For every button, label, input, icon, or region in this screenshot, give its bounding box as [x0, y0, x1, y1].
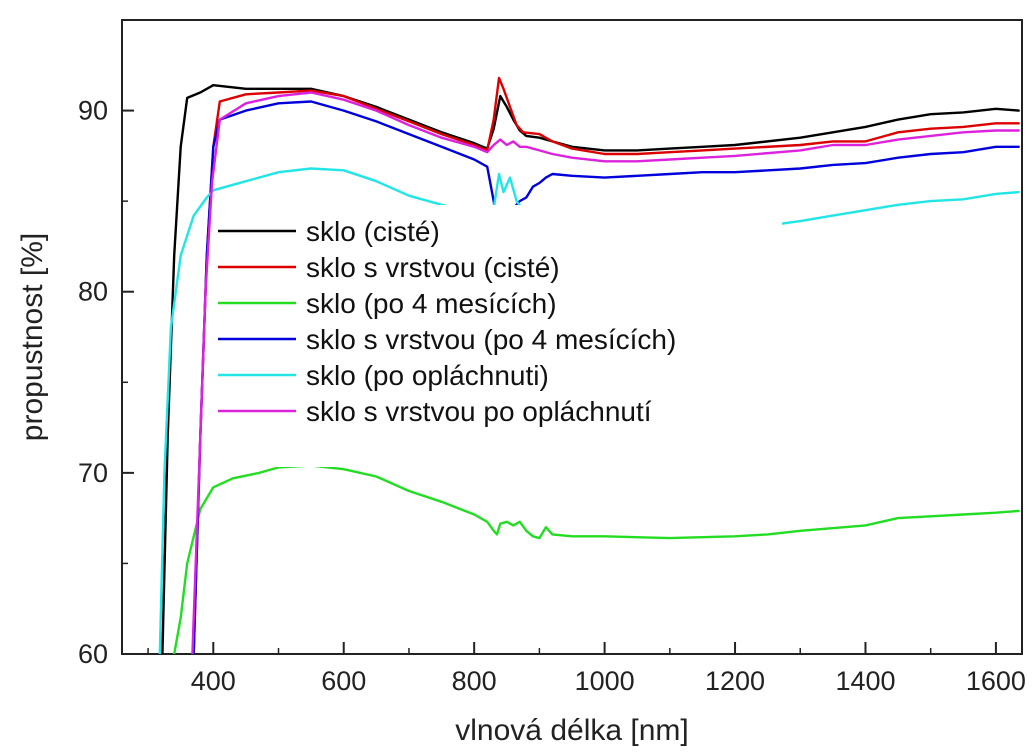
series-layer [158, 76, 1020, 654]
series-line-3 [173, 464, 1020, 654]
series-line-1 [161, 84, 1020, 654]
legend-label: sklo (po 4 mesících) [306, 288, 557, 319]
axis-ticks: 400 600 800 1000 1200 1400 1600 60 70 80 90 [78, 19, 1026, 696]
legend-label: sklo s vrstvou (cisté) [306, 252, 560, 283]
legend-label: sklo (cisté) [306, 216, 440, 247]
y-tick-label: 60 [78, 639, 108, 669]
series-line-5 [158, 167, 1020, 654]
legend-label: sklo s vrstvou (po 4 mesících) [306, 324, 676, 355]
x-tick-label: 400 [191, 666, 236, 696]
legend-label: sklo (po opláchnuti) [306, 360, 549, 391]
x-axis-label: vlnová délka [nm] [455, 714, 688, 747]
series-line-2 [192, 76, 1020, 654]
y-tick-label: 90 [78, 96, 108, 126]
y-tick-label: 70 [78, 458, 108, 488]
x-tick-label: 1400 [835, 666, 895, 696]
y-axis-label: propustnost [%] [16, 233, 49, 441]
legend-label: sklo s vrstvou po opláchnutí [306, 396, 652, 427]
legend: sklo (cisté) sklo s vrstvou (cisté) sklo (… [212, 205, 782, 467]
x-tick-label: 800 [452, 666, 497, 696]
x-tick-label: 600 [321, 666, 366, 696]
x-tick-label: 1200 [705, 666, 765, 696]
legend-background [212, 205, 782, 467]
x-tick-label: 1000 [575, 666, 635, 696]
series-line-6 [191, 91, 1020, 654]
x-tick-label: 1600 [966, 666, 1026, 696]
y-tick-label: 80 [78, 277, 108, 307]
series-line-4 [192, 100, 1020, 654]
plot-frame [121, 19, 1023, 655]
